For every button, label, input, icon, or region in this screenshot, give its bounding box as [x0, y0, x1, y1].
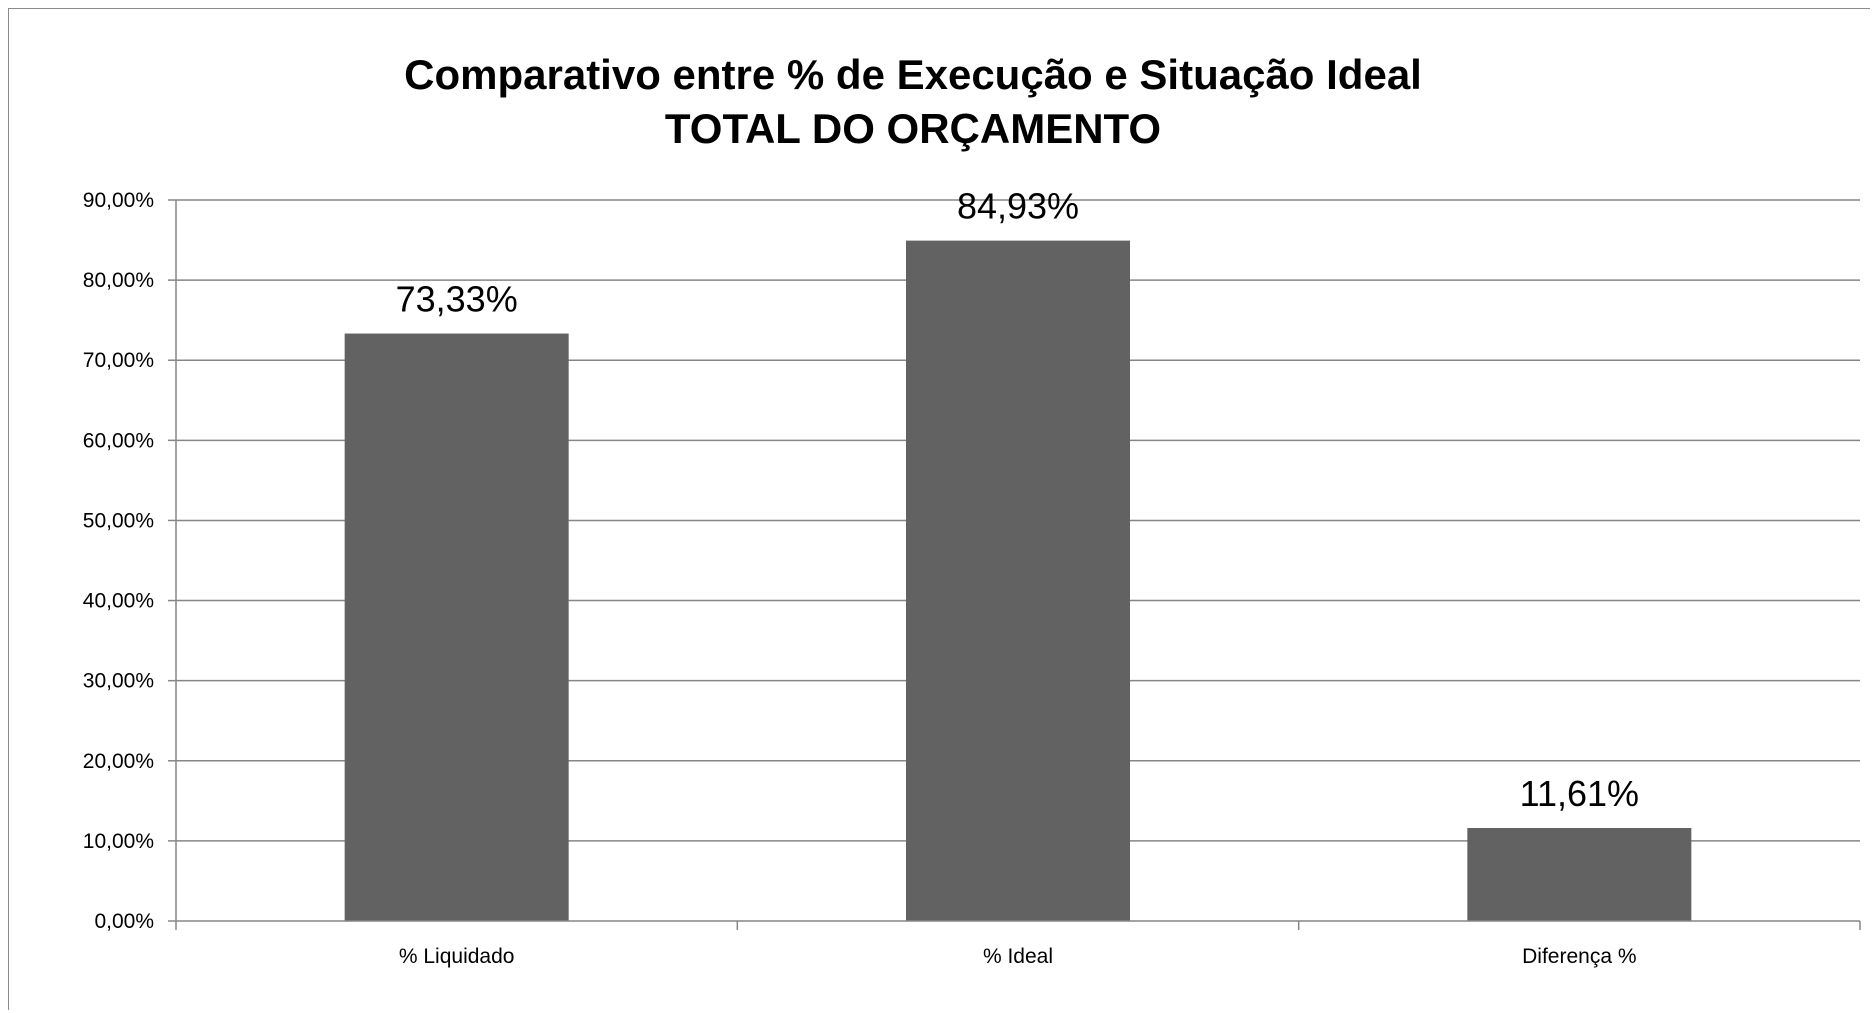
data-label: 84,93%	[957, 186, 1079, 227]
y-tick-label: 20,00%	[83, 750, 154, 773]
y-tick-label: 80,00%	[83, 269, 154, 292]
y-tick-label: 50,00%	[83, 509, 154, 532]
y-tick-label: 40,00%	[83, 590, 154, 613]
y-tick-label: 30,00%	[83, 670, 154, 693]
y-tick-label: 90,00%	[83, 189, 154, 212]
y-axis: 0,00% 10,00% 20,00% 30,00% 40,00% 50,00% 60,00…	[83, 189, 176, 933]
bars	[345, 241, 1692, 921]
bar	[345, 334, 569, 921]
x-axis: % Liquidado % Ideal Diferença %	[176, 921, 1860, 968]
x-category-label: % Ideal	[983, 945, 1053, 968]
bar	[1467, 828, 1691, 921]
x-category-label: Diferença %	[1522, 945, 1636, 968]
x-category-label: % Liquidado	[399, 945, 515, 968]
y-tick-label: 0,00%	[94, 910, 154, 933]
y-tick-label: 10,00%	[83, 830, 154, 853]
data-label: 11,61%	[1520, 773, 1639, 814]
data-label: 73,33%	[396, 279, 518, 320]
y-tick-label: 60,00%	[83, 429, 154, 452]
y-tick-label: 70,00%	[83, 349, 154, 372]
bar	[906, 241, 1130, 921]
